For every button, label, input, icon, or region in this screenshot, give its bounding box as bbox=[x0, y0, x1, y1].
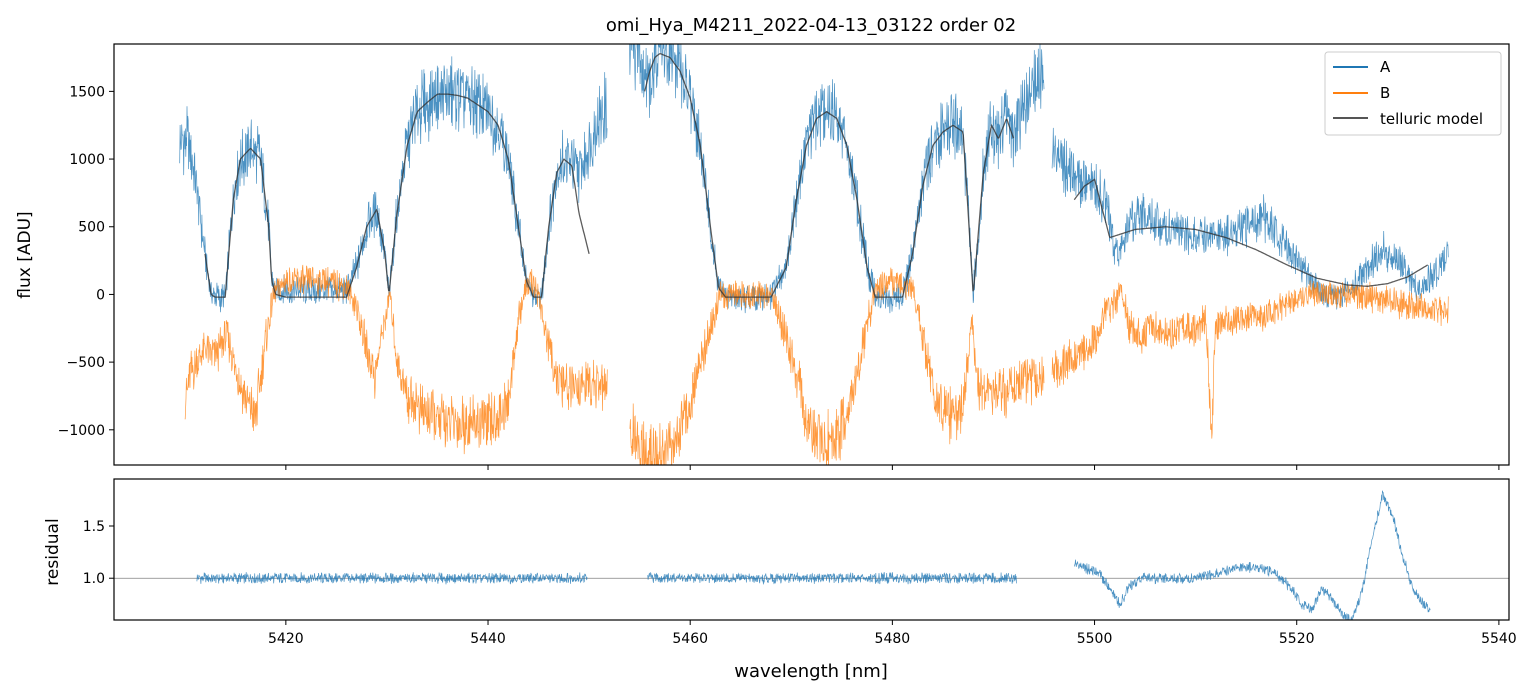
residual-x-tick-label: 5500 bbox=[1077, 631, 1113, 647]
spectrum-y-tick-label: 1000 bbox=[69, 152, 105, 168]
legend-label-a: A bbox=[1380, 58, 1391, 76]
legend-label-b: B bbox=[1380, 84, 1390, 102]
spectrum-series-telluric-model-segment-3 bbox=[1073, 178, 1429, 287]
spectrum-panel: −1000 −500 0 500 1000 1500 flux [ADU] A B tel… bbox=[15, 43, 1510, 470]
residual-x-tick-label: 5520 bbox=[1279, 631, 1315, 647]
residual-y-label: residual bbox=[43, 518, 63, 585]
residual-y-axis: 1.0 1.5 bbox=[83, 519, 114, 587]
spectrum-y-tick-label: 1500 bbox=[69, 84, 105, 100]
spectrum-y-tick-label: 0 bbox=[96, 287, 105, 303]
residual-plot-frame bbox=[113, 478, 1510, 621]
residual-x-tick-label: 5420 bbox=[268, 631, 304, 647]
spectrum-series-a-segment-3 bbox=[1051, 127, 1449, 310]
spectrum-series-a-segment-1 bbox=[179, 56, 608, 313]
spectrum-series bbox=[179, 44, 1449, 465]
residual-y-tick-label: 1.5 bbox=[83, 519, 105, 535]
spectrum-series-b-segment-2 bbox=[629, 267, 1045, 465]
legend-label-model: telluric model bbox=[1380, 110, 1483, 128]
spectrum-series-telluric-model-segment-1 bbox=[204, 93, 590, 298]
residual-x-axis: 5420 5440 5460 5480 5500 5520 5540 bbox=[268, 620, 1517, 647]
residual-panel: 1.0 1.5 5420 5440 5460 5480 5500 5520 5540 resi… bbox=[43, 478, 1517, 682]
spectrum-series-b-segment-3 bbox=[1051, 280, 1449, 439]
spectrum-y-tick-label: −500 bbox=[67, 355, 105, 371]
spectrum-series-a-segment-2 bbox=[629, 44, 1045, 314]
spectrum-x-axis bbox=[285, 465, 1500, 470]
residual-x-tick-label: 5480 bbox=[875, 631, 911, 647]
spectrum-y-axis: −1000 −500 0 500 1000 1500 bbox=[58, 84, 114, 439]
spectrum-plot-frame bbox=[113, 43, 1510, 466]
residual-y-tick-label: 1.0 bbox=[83, 571, 105, 587]
spectrum-y-tick-label: 500 bbox=[78, 220, 105, 236]
spectrum-y-label: flux [ADU] bbox=[15, 211, 35, 298]
residual-x-tick-label: 5440 bbox=[470, 631, 506, 647]
spectrum-series-b-segment-1 bbox=[184, 264, 608, 455]
residual-x-tick-label: 5460 bbox=[672, 631, 708, 647]
residual-x-tick-label: 5540 bbox=[1481, 631, 1517, 647]
spectrum-series-telluric-model-segment-2 bbox=[644, 52, 1015, 298]
residual-series-a-segment-1 bbox=[196, 572, 588, 585]
spectrum-y-tick-label: −1000 bbox=[58, 423, 105, 439]
x-axis-label: wavelength [nm] bbox=[734, 661, 888, 682]
chart-title: omi_Hya_M4211_2022-04-13_03122 order 02 bbox=[606, 15, 1016, 36]
legend: A B telluric model bbox=[1324, 51, 1502, 136]
residual-series bbox=[196, 490, 1431, 620]
legend-frame bbox=[1324, 51, 1502, 136]
residual-series-a-segment-2 bbox=[647, 572, 1017, 585]
residual-series-a-segment-3 bbox=[1073, 490, 1431, 620]
